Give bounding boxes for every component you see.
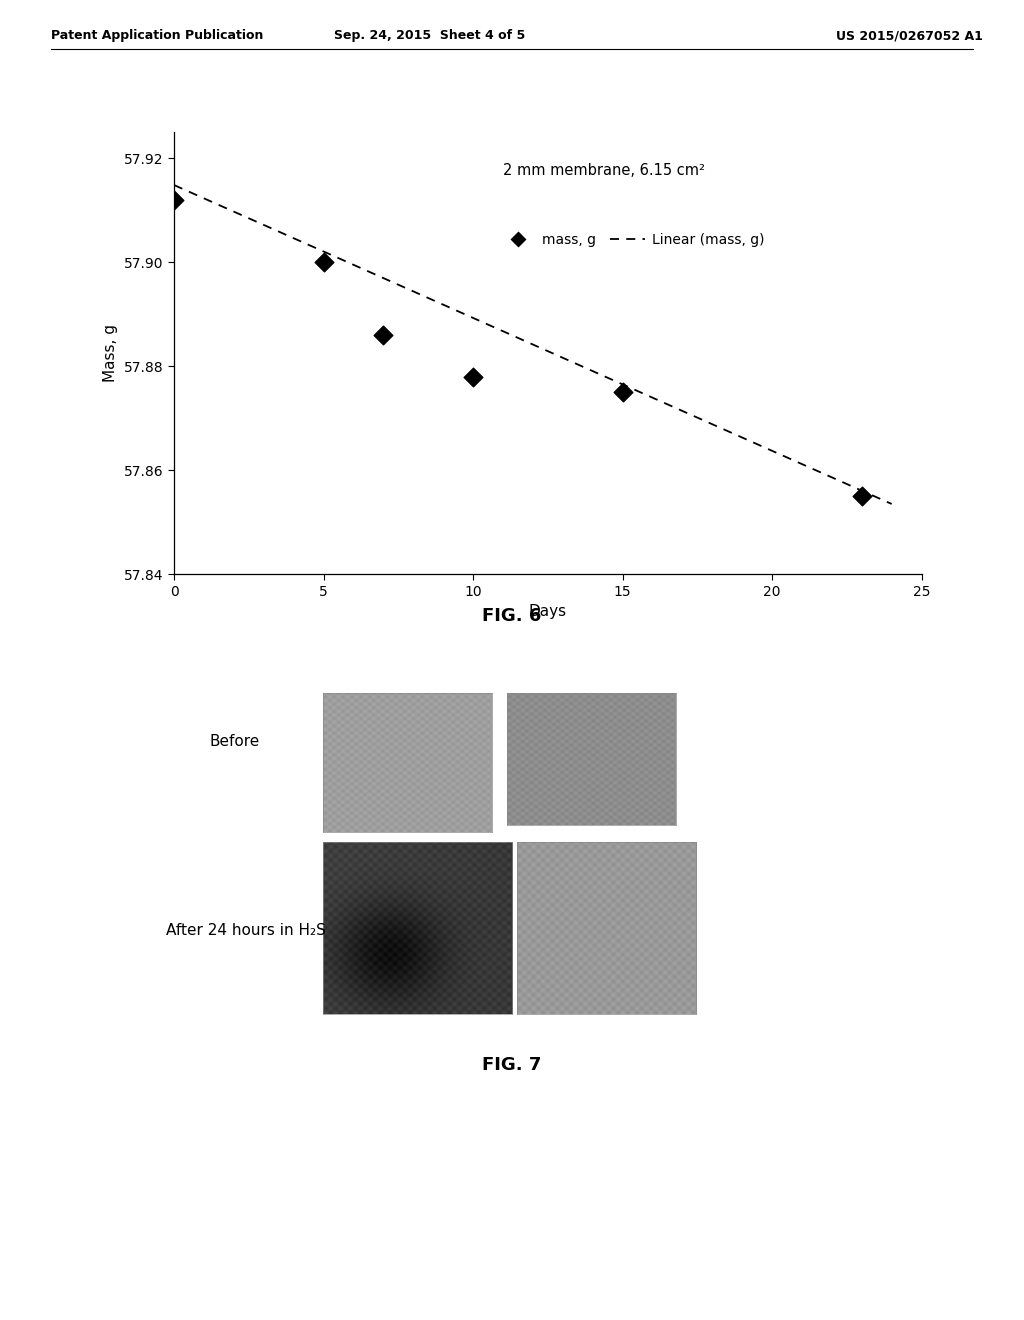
Point	[166, 189, 182, 210]
Point	[614, 381, 631, 403]
Text: FIG. 7: FIG. 7	[482, 1056, 542, 1074]
Text: Before: Before	[210, 734, 260, 750]
Text: Sep. 24, 2015  Sheet 4 of 5: Sep. 24, 2015 Sheet 4 of 5	[335, 29, 525, 42]
Point	[315, 252, 332, 273]
X-axis label: Days: Days	[528, 605, 567, 619]
Point	[375, 325, 391, 346]
Legend: mass, g, Linear (mass, g): mass, g, Linear (mass, g)	[495, 227, 770, 252]
Point	[854, 486, 870, 507]
Y-axis label: Mass, g: Mass, g	[103, 325, 119, 381]
Text: US 2015/0267052 A1: US 2015/0267052 A1	[837, 29, 983, 42]
Point	[465, 366, 481, 387]
Text: FIG. 6: FIG. 6	[482, 607, 542, 626]
Text: 2 mm membrane, 6.15 cm²: 2 mm membrane, 6.15 cm²	[503, 162, 705, 178]
Text: After 24 hours in H₂S: After 24 hours in H₂S	[166, 923, 326, 939]
Text: Patent Application Publication: Patent Application Publication	[51, 29, 263, 42]
